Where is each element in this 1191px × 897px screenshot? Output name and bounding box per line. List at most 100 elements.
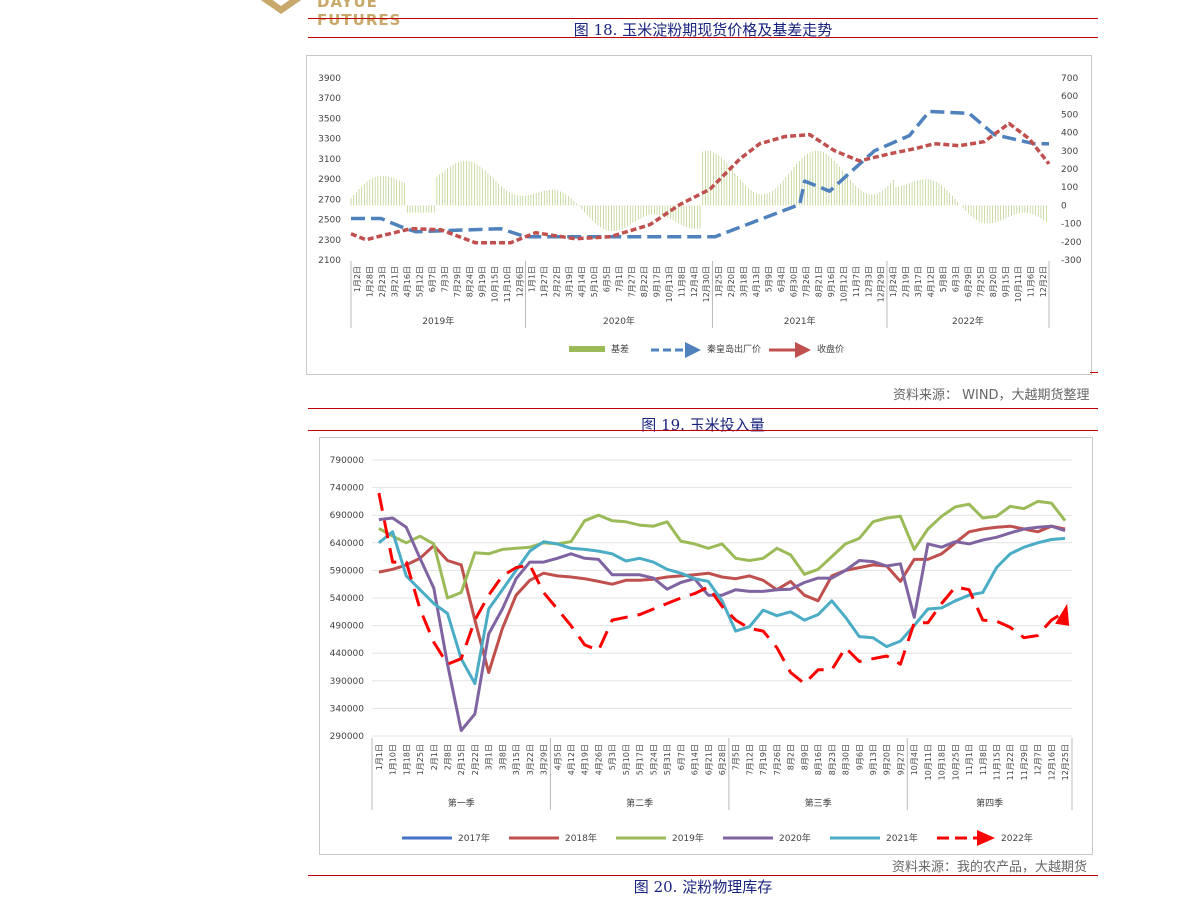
price-line [351, 109, 1049, 239]
y-axis-tick: 390000 [330, 677, 365, 687]
x-axis-tick: 7月19日 [759, 744, 768, 775]
legend-label: 2022年 [1001, 832, 1033, 844]
x-axis-tick: 4月12日 [567, 744, 576, 775]
right-axis-tick: -300 [1061, 256, 1082, 266]
x-axis-tick: 8月22日 [640, 266, 649, 297]
x-axis-tick: 2月20日 [727, 266, 736, 297]
y-axis-tick: 290000 [330, 732, 365, 742]
x-axis-tick: 2月22日 [471, 744, 480, 775]
x-axis-tick: 8月30日 [842, 744, 851, 775]
x-axis-tick: 7月1日 [615, 266, 624, 292]
x-axis-tick: 9月16日 [827, 266, 836, 297]
series-arrow-icon [1055, 603, 1070, 626]
x-axis-tick: 7月12日 [745, 744, 754, 775]
figure18-title: 图 18. 玉米淀粉期现货价格及基差走势 [573, 21, 833, 39]
x-axis-tick: 12月6日 [515, 266, 524, 297]
year-label: 2019年 [422, 315, 454, 327]
x-axis-tick: 5月31日 [663, 744, 672, 775]
x-axis-tick: 8月2日 [787, 744, 796, 770]
x-axis-tick: 6月4日 [777, 266, 786, 292]
x-axis-tick: 4月26日 [594, 744, 603, 775]
x-axis-tick: 8月23日 [828, 744, 837, 775]
legend-label: 基差 [611, 343, 629, 355]
figure18-chart: 2100 2300 2500 2700 2900 3100 3300 3500 3700 3900… [306, 55, 1092, 375]
x-axis-tick: 9月15日 [1001, 266, 1010, 297]
x-axis-tick: 1月10日 [389, 744, 398, 775]
figure19-chart: 290000 340000 390000 440000 490000 540000 5900… [319, 437, 1093, 855]
x-axis-tick: 6月5日 [603, 266, 612, 292]
price-line [350, 121, 1051, 245]
x-axis-tick: 12月30日 [702, 266, 711, 302]
x-axis-tick: 5月10日 [622, 744, 631, 775]
x-axis-tick: 2月8日 [443, 744, 452, 770]
title-rule-bottom [308, 37, 1098, 38]
x-axis-tick: 2月15日 [457, 744, 466, 775]
x-axis-tick: 6月7日 [677, 744, 686, 770]
year-label: 2021年 [784, 315, 816, 327]
x-axis-tick: 10月4日 [910, 744, 919, 775]
x-axis-tick: 3月15日 [512, 744, 521, 775]
x-axis-tick: 1月24日 [889, 266, 898, 297]
x-axis-tick: 4月13日 [752, 266, 761, 297]
legend-label: 2017年 [458, 832, 490, 844]
x-axis-tick: 11月8日 [677, 266, 686, 297]
right-axis-tick: 500 [1061, 110, 1078, 120]
x-axis-tick: 3月29日 [540, 744, 549, 775]
x-axis-tick: 10月18日 [938, 744, 947, 780]
left-axis-tick: 3100 [318, 155, 341, 165]
x-axis-tick: 12月29日 [877, 266, 886, 302]
x-axis-tick: 9月17日 [652, 266, 661, 297]
y-axis-tick: 490000 [330, 622, 365, 632]
x-axis-tick: 2月19日 [902, 266, 911, 297]
title-rule-top [308, 408, 1098, 409]
x-axis-tick: 1月1日 [528, 266, 537, 292]
x-axis-tick: 11月1日 [965, 744, 974, 775]
y-axis-tick: 340000 [330, 704, 365, 714]
left-axis-tick: 2900 [318, 175, 341, 185]
right-axis-tick: 200 [1061, 165, 1078, 175]
x-axis-tick: 10月15日 [490, 266, 499, 302]
series-line [378, 516, 1066, 732]
right-axis-tick: -200 [1061, 238, 1082, 248]
x-axis-tick: 4月12日 [927, 266, 936, 297]
x-axis-tick: 5月8日 [939, 266, 948, 292]
x-axis-tick: 5月10日 [590, 266, 599, 297]
x-axis-tick: 10月12日 [839, 266, 848, 302]
x-axis-tick: 5月3日 [608, 744, 617, 770]
x-axis-tick: 3月21日 [391, 266, 400, 297]
x-axis-tick: 3月22日 [526, 744, 535, 775]
x-axis-tick: 6月7日 [428, 266, 437, 292]
x-axis-tick: 7月26日 [773, 744, 782, 775]
x-axis-tick: 6月21日 [704, 744, 713, 775]
y-axis-tick: 540000 [330, 594, 365, 604]
x-axis-tick: 12月3日 [864, 266, 873, 297]
x-axis-tick: 6月14日 [691, 744, 700, 775]
x-axis-tick: 3月1日 [485, 744, 494, 770]
chart-rule-mark [1090, 372, 1098, 373]
x-axis-tick: 7月5日 [732, 744, 741, 770]
x-axis-tick: 3月18日 [740, 266, 749, 297]
x-axis-tick: 12月4日 [690, 266, 699, 297]
x-axis-tick: 8月9日 [800, 744, 809, 770]
title-rule-top [308, 875, 1098, 876]
x-axis-tick: 4月16日 [403, 266, 412, 297]
logo-text: DAYUE FUTURES [317, 0, 402, 29]
y-axis-tick: 590000 [330, 566, 365, 576]
y-axis-tick: 740000 [330, 484, 365, 494]
x-axis-tick: 5月24日 [649, 744, 658, 775]
year-label: 2022年 [952, 315, 984, 327]
x-axis-tick: 10月11日 [1014, 266, 1023, 302]
right-axis-tick: 600 [1061, 92, 1078, 102]
x-axis-tick: 6月28日 [718, 744, 727, 775]
x-axis-tick: 11月8日 [979, 744, 988, 775]
x-axis-tick: 3月19日 [565, 266, 574, 297]
series-line [377, 492, 1066, 686]
left-axis-tick: 3300 [318, 135, 341, 145]
x-axis-tick: 8月20日 [989, 266, 998, 297]
x-axis-tick: 5月9日 [765, 266, 774, 292]
x-axis-tick: 5月17日 [636, 744, 645, 775]
figure19-chart-svg: 290000 340000 390000 440000 490000 540000 5900… [330, 456, 1073, 846]
x-axis-tick: 7月29日 [453, 266, 462, 297]
x-axis-tick: 10月25日 [951, 744, 960, 780]
x-axis-tick: 4月14日 [578, 266, 587, 297]
